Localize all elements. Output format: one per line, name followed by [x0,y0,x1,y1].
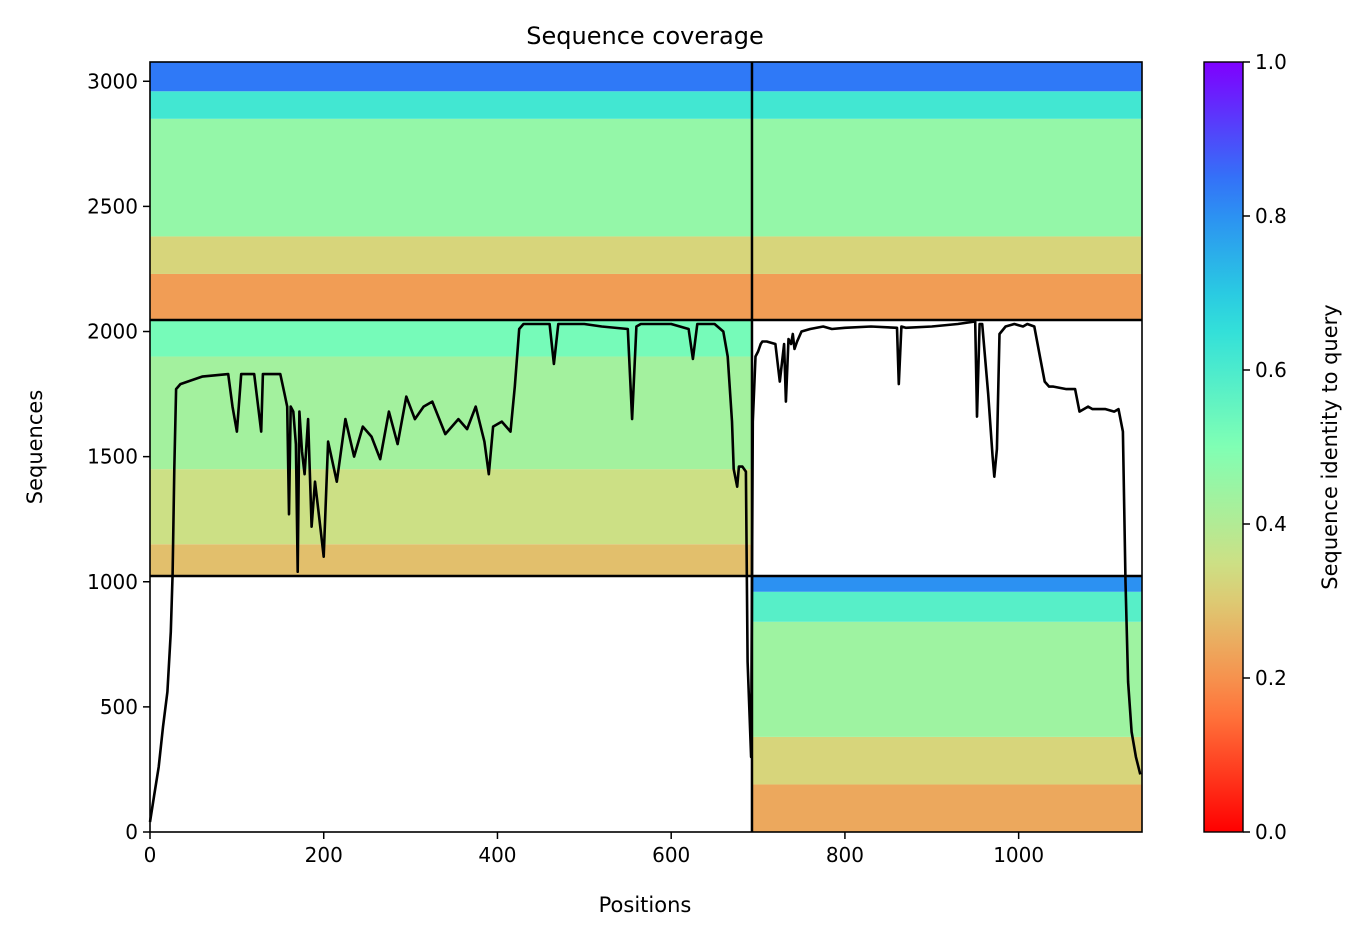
y-axis-label: Sequences [23,390,47,505]
colorbar-tick-label: 0.2 [1255,666,1287,690]
x-tick-label: 800 [826,843,864,867]
identity-band [150,544,752,577]
coverage-block [751,576,1142,832]
x-tick-label: 600 [652,843,690,867]
identity-band [150,62,1142,92]
colorbar-tick-label: 0.4 [1255,512,1287,536]
identity-band [150,236,1142,274]
identity-band [751,576,1142,592]
x-axis-label: Positions [599,893,692,917]
coverage-block [150,320,752,577]
y-tick-label: 0 [125,820,138,844]
colorbar-tick-label: 0.0 [1255,820,1287,844]
x-tick-label: 1000 [993,843,1044,867]
identity-band [150,469,752,545]
identity-band [751,736,1142,785]
identity-band [150,320,752,357]
y-tick-label: 2000 [87,320,138,344]
y-tick-label: 1000 [87,570,138,594]
y-tick-label: 500 [100,695,138,719]
identity-band [150,273,1142,321]
plot-frame [149,61,1143,833]
identity-band [150,91,1142,119]
y-tick-label: 2500 [87,194,138,218]
y-tick-label: 3000 [87,69,138,93]
x-tick-label: 200 [305,843,343,867]
colorbar-label: Sequence identity to query [1318,304,1342,589]
identity-band [150,118,1142,237]
y-axis: 0 500 1000 1500 2000 2500 3000 [87,69,150,844]
x-axis: 0 200 400 600 800 1000 [144,832,1044,867]
coverage-line [148,320,1142,823]
colorbar-tick-label: 1.0 [1255,50,1287,74]
chart-title: Sequence coverage [526,22,763,50]
y-tick-label: 1500 [87,445,138,469]
identity-band [751,784,1142,832]
colorbar-tick-label: 0.8 [1255,204,1287,228]
plot-area [148,61,1143,833]
x-tick-label: 0 [144,843,157,867]
coverage-block [150,62,1142,321]
identity-band [751,591,1142,622]
colorbar-tick-label: 0.6 [1255,358,1287,382]
colorbar-gradient [1203,61,1244,833]
colorbar: 0.0 0.2 0.4 0.6 0.8 1.0 [1203,50,1287,844]
identity-band [751,621,1142,737]
x-tick-label: 400 [478,843,516,867]
